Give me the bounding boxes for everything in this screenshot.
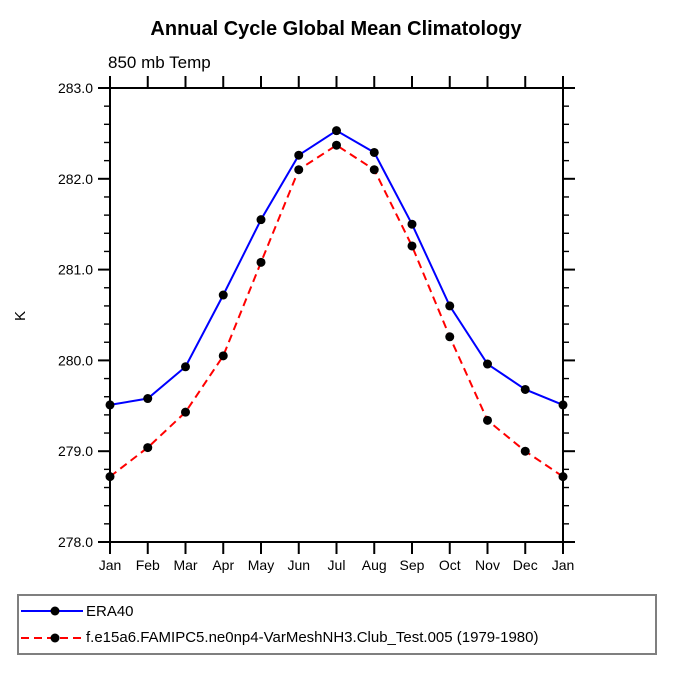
y-tick-label: 281.0	[58, 262, 93, 278]
x-tick-label: Nov	[475, 557, 500, 573]
data-point-marker	[256, 257, 266, 267]
legend-label-model: f.e15a6.FAMIPC5.ne0np4-VarMeshNH3.Club_T…	[86, 629, 539, 647]
legend-label-era40: ERA40	[86, 602, 134, 620]
y-axis-label: K	[12, 311, 29, 321]
series-line	[109, 129, 564, 406]
data-point-marker	[181, 407, 190, 417]
data-point-marker	[143, 443, 153, 453]
series-line	[109, 144, 564, 478]
chart-subtitle: 850 mb Temp	[108, 53, 211, 72]
data-point-marker	[520, 446, 530, 456]
x-tick-label: Oct	[439, 557, 461, 573]
x-tick-label: Feb	[136, 557, 160, 573]
chart-title: Annual Cycle Global Mean Climatology	[150, 18, 522, 40]
data-point-marker	[445, 332, 455, 342]
plot-frame	[109, 87, 564, 543]
y-tick-label: 282.0	[58, 171, 93, 187]
era40-sample-marker-icon	[50, 606, 60, 616]
data-point-marker	[105, 472, 115, 482]
x-tick-label: Jan	[552, 557, 575, 573]
y-tick-label: 280.0	[58, 352, 93, 368]
data-point-marker	[332, 126, 341, 136]
data-point-marker	[294, 165, 304, 175]
data-point-marker	[218, 290, 228, 300]
data-point-marker	[369, 165, 379, 175]
x-tick-label: Jun	[287, 557, 310, 573]
data-point-marker	[105, 400, 115, 410]
data-point-marker	[558, 472, 568, 482]
data-point-marker	[483, 359, 492, 369]
x-tick-label: Dec	[513, 557, 538, 573]
data-point-marker	[256, 215, 266, 225]
axes: Jan Feb Mar Apr May Jun Jul Aug Sep Oct Nov Dec Jan 2…	[58, 76, 575, 573]
data-point-marker	[407, 219, 417, 229]
y-tick-label: 278.0	[58, 534, 93, 550]
data-point-marker	[520, 384, 530, 394]
data-point-marker	[407, 241, 417, 251]
y-tick-label: 279.0	[58, 443, 93, 459]
data-point-marker	[181, 362, 190, 372]
model-sample-marker-icon	[50, 633, 60, 643]
chart-canvas: Annual Cycle Global Mean Climatology 850…	[12, 18, 657, 655]
data-point-marker	[218, 351, 228, 361]
x-tick-label: Aug	[362, 557, 387, 573]
model-line-sample-icon	[21, 633, 83, 643]
data-point-marker	[558, 400, 568, 410]
x-tick-label: Mar	[173, 557, 197, 573]
data-point-marker	[332, 140, 341, 150]
legend-item-model: f.e15a6.FAMIPC5.ne0np4-VarMeshNH3.Club_T…	[21, 625, 655, 651]
data-series	[105, 126, 568, 482]
data-point-marker	[483, 415, 492, 425]
x-tick-label: Sep	[400, 557, 425, 573]
x-tick-label: May	[248, 557, 274, 573]
legend-item-era40: ERA40	[21, 598, 655, 624]
legend: ERA40 f.e15a6.FAMIPC5.ne0np4-VarMeshNH3.…	[17, 594, 657, 655]
era40-line-sample-icon	[21, 606, 83, 616]
data-point-marker	[445, 301, 455, 311]
data-point-marker	[369, 147, 379, 157]
x-tick-label: Apr	[212, 557, 234, 573]
plot-area: Annual Cycle Global Mean Climatology 850…	[12, 18, 575, 573]
y-tick-label: 283.0	[58, 80, 93, 96]
data-point-marker	[143, 394, 153, 404]
x-tick-label: Jan	[99, 557, 122, 573]
data-point-marker	[294, 150, 304, 160]
x-tick-label: Jul	[328, 557, 346, 573]
